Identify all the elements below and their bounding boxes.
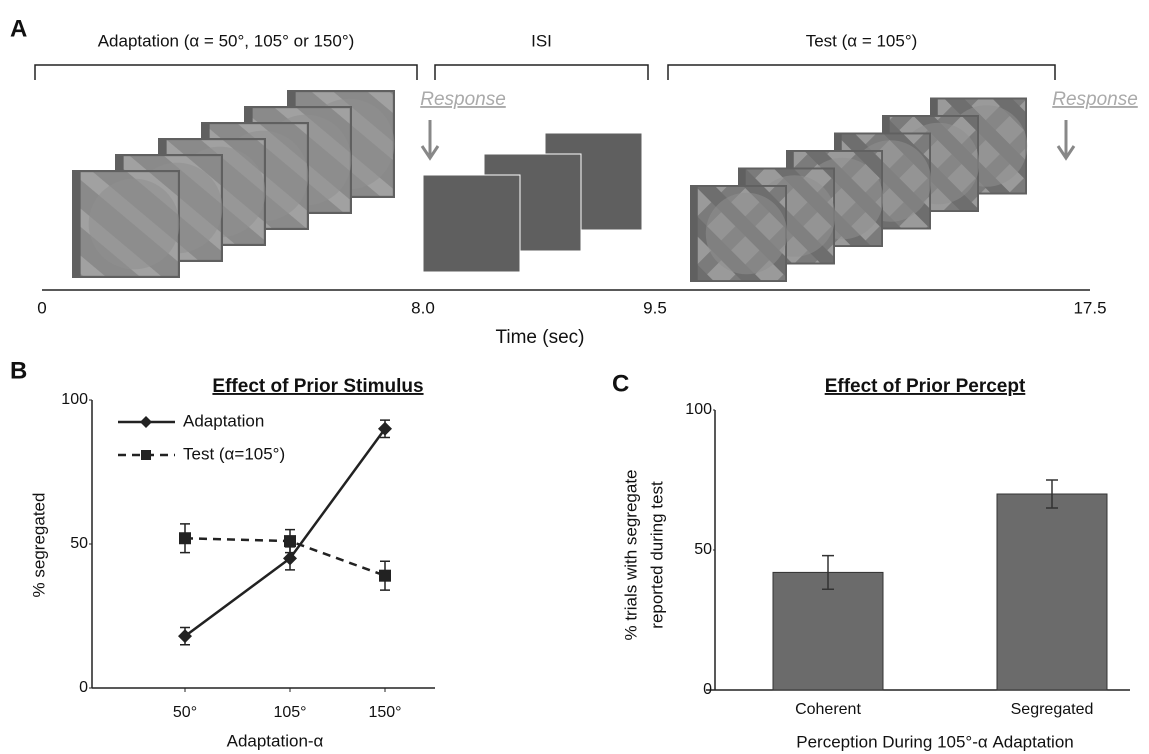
x-tick-label: 0 — [37, 298, 46, 317]
x-axis-label: Perception During 105°-α Adaptation — [796, 732, 1073, 751]
x-tick-label: 8.0 — [411, 298, 435, 317]
x-tick-label: 150° — [368, 704, 401, 721]
y-tick-label: 100 — [61, 391, 88, 408]
x-tick-label: 9.5 — [643, 298, 667, 317]
response-label: Response — [420, 89, 506, 110]
marker — [284, 535, 296, 548]
error-bar — [822, 554, 834, 590]
legend-marker — [141, 450, 151, 460]
response-arrow — [1056, 120, 1076, 161]
x-tick-label: 17.5 — [1073, 298, 1106, 317]
stimulus-aperture — [88, 178, 180, 270]
marker — [379, 569, 391, 582]
marker — [378, 421, 392, 436]
panel-label: C — [612, 370, 629, 397]
panel-label: B — [10, 357, 27, 384]
phase-bracket — [34, 64, 418, 80]
phase-label: Adaptation (α = 50°, 105° or 150°) — [98, 31, 355, 50]
legend-label: Adaptation — [183, 411, 264, 430]
chart-title: Effect of Prior Percept — [825, 376, 1026, 397]
stimulus-illustrations — [72, 90, 1028, 282]
y-axis-label: % trials with segregate — [621, 469, 640, 640]
x-tick-label: Segregated — [1011, 701, 1094, 718]
phase-label: ISI — [531, 31, 552, 50]
y-tick-label: 0 — [703, 681, 712, 698]
bar — [772, 571, 884, 691]
chart-title: Effect of Prior Stimulus — [212, 376, 423, 397]
isi-blank — [422, 174, 521, 273]
bar — [996, 493, 1108, 691]
y-tick-label: 0 — [79, 679, 88, 696]
y-tick-label: 50 — [70, 535, 88, 552]
x-tick-label: 50° — [173, 704, 197, 721]
panel-label: A — [10, 15, 27, 42]
marker — [179, 532, 191, 545]
y-axis-label: % segregated — [29, 493, 48, 598]
response-arrow — [420, 120, 440, 161]
legend-label: Test (α=105°) — [183, 444, 285, 463]
y-tick-label: 100 — [685, 401, 712, 418]
phase-label: Test (α = 105°) — [806, 31, 918, 50]
y-axis-label: reported during test — [647, 481, 666, 629]
x-tick-label: Coherent — [795, 701, 861, 718]
phase-bracket — [667, 64, 1056, 80]
response-label: Response — [1052, 89, 1138, 110]
x-axis-label: Time (sec) — [495, 327, 584, 348]
marker — [178, 629, 192, 644]
error-bar — [1046, 479, 1058, 509]
x-axis-label: Adaptation-α — [227, 731, 324, 750]
phase-bracket — [434, 64, 649, 80]
marker — [283, 551, 297, 566]
legend-marker — [140, 416, 152, 428]
stimulus-aperture — [705, 192, 788, 275]
x-tick-label: 105° — [273, 704, 306, 721]
y-tick-label: 50 — [694, 541, 712, 558]
